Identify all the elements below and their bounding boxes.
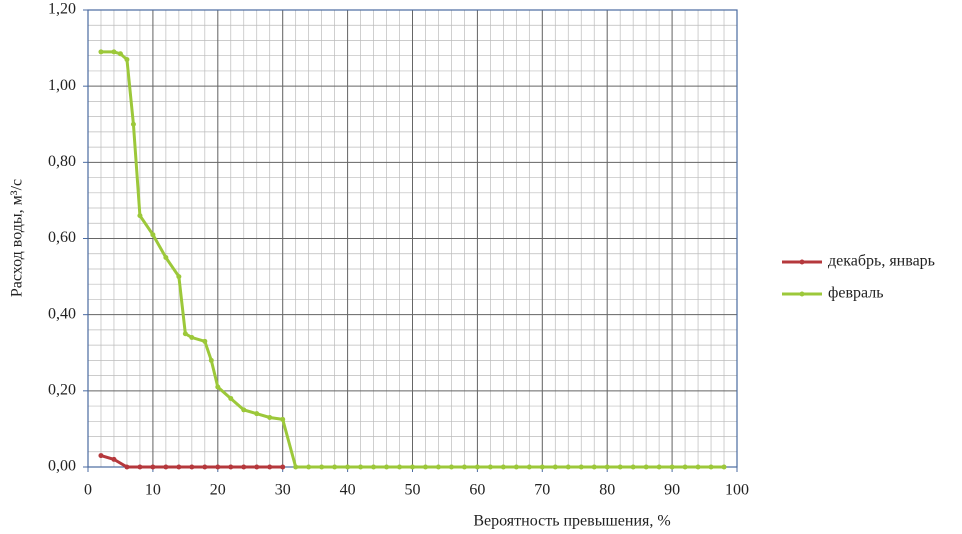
point <box>293 464 299 470</box>
point <box>241 407 247 413</box>
point <box>695 464 701 470</box>
x-tick-label: 20 <box>210 482 226 499</box>
point <box>721 464 727 470</box>
y-tick-label: 0,20 <box>48 382 76 399</box>
point <box>189 335 195 341</box>
point <box>371 464 377 470</box>
x-tick-label: 0 <box>84 482 92 499</box>
point <box>202 338 208 344</box>
y-axis-label: Расход воды, м³/с <box>9 179 26 297</box>
point <box>215 384 221 390</box>
point <box>254 464 260 470</box>
point <box>124 464 130 470</box>
point <box>98 49 104 55</box>
x-tick-label: 100 <box>725 482 749 499</box>
point <box>552 464 558 470</box>
point <box>630 464 636 470</box>
point <box>228 464 234 470</box>
point <box>280 464 286 470</box>
y-tick-label: 0,60 <box>48 229 76 246</box>
point <box>267 414 273 420</box>
y-tick-label: 1,00 <box>48 77 76 94</box>
point <box>208 357 214 363</box>
point <box>137 464 143 470</box>
point <box>410 464 415 470</box>
legend-marker <box>799 291 805 297</box>
point <box>617 464 623 470</box>
point <box>682 464 688 470</box>
x-tick-label: 40 <box>340 482 356 499</box>
point <box>539 464 545 470</box>
y-tick-label: 0,80 <box>48 153 76 170</box>
y-tick-label: 0,40 <box>48 305 76 322</box>
point <box>150 464 156 470</box>
point <box>137 213 143 219</box>
point <box>643 464 649 470</box>
point <box>319 464 325 470</box>
x-tick-label: 30 <box>275 482 291 499</box>
point <box>384 464 390 470</box>
point <box>267 464 273 470</box>
point <box>124 57 130 63</box>
point <box>474 464 480 470</box>
point <box>98 453 104 459</box>
point <box>228 395 234 401</box>
point <box>487 464 493 470</box>
point <box>182 331 188 337</box>
point <box>656 464 662 470</box>
point <box>254 411 260 417</box>
point <box>202 464 208 470</box>
point <box>163 255 169 261</box>
point <box>332 464 338 470</box>
point <box>358 464 364 470</box>
point <box>280 416 286 422</box>
point <box>422 464 428 470</box>
x-tick-label: 70 <box>534 482 550 499</box>
point <box>448 464 454 470</box>
point <box>345 464 351 470</box>
legend-label: декабрь, январь <box>828 253 935 270</box>
point <box>215 464 221 470</box>
point <box>397 464 403 470</box>
point <box>604 464 610 470</box>
x-tick-label: 50 <box>405 482 421 499</box>
point <box>241 464 247 470</box>
legend-label: февраль <box>828 285 884 302</box>
point <box>591 464 597 470</box>
point <box>526 464 532 470</box>
point <box>150 232 156 238</box>
y-tick-label: 1,20 <box>48 1 76 18</box>
point <box>176 464 182 470</box>
point <box>513 464 519 470</box>
point <box>435 464 441 470</box>
x-tick-label: 80 <box>599 482 615 499</box>
point <box>461 464 467 470</box>
point <box>565 464 571 470</box>
x-axis-label: Вероятность превышения, % <box>473 513 670 530</box>
point <box>176 274 182 280</box>
point <box>189 464 195 470</box>
point <box>500 464 506 470</box>
point <box>163 464 169 470</box>
point <box>111 49 117 55</box>
point <box>117 51 123 57</box>
point <box>708 464 714 470</box>
x-tick-label: 90 <box>664 482 680 499</box>
y-tick-label: 0,00 <box>48 458 76 475</box>
legend-marker <box>799 259 805 265</box>
point <box>111 456 117 462</box>
point <box>669 464 675 470</box>
x-tick-label: 60 <box>469 482 485 499</box>
point <box>306 464 312 470</box>
x-tick-label: 10 <box>145 482 161 499</box>
point <box>578 464 584 470</box>
point <box>130 121 136 127</box>
